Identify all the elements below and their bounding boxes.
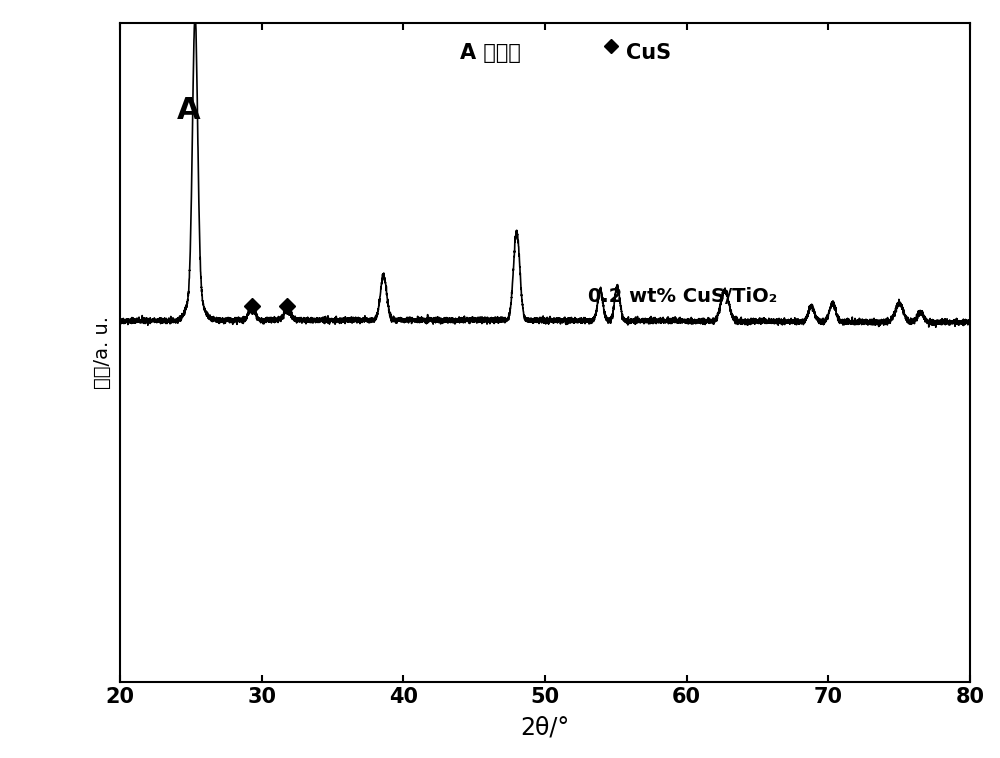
Text: 0.2 wt% CuS/TiO₂: 0.2 wt% CuS/TiO₂ xyxy=(588,287,777,305)
X-axis label: 2θ/°: 2θ/° xyxy=(520,716,570,739)
Y-axis label: 强度/a. u.: 强度/a. u. xyxy=(93,316,112,389)
Text: A 锐钙矿: A 锐钙矿 xyxy=(460,42,521,62)
Text: CuS: CuS xyxy=(626,42,671,62)
Text: A: A xyxy=(177,96,200,125)
